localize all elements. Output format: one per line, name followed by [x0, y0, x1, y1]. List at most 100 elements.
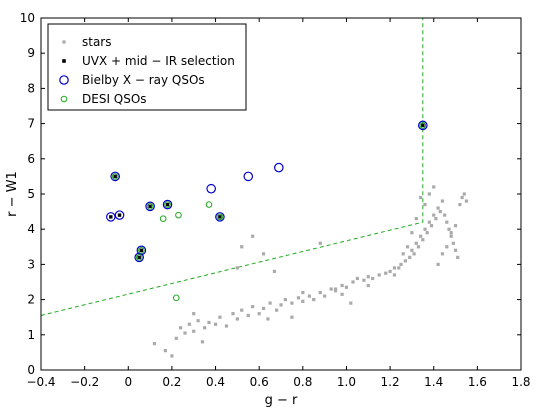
star-point	[183, 331, 186, 334]
x-tick-label: 1.2	[381, 375, 400, 389]
star-point	[196, 319, 199, 322]
star-point	[419, 196, 422, 199]
star-point	[458, 203, 461, 206]
star-point	[262, 307, 265, 310]
star-point	[434, 217, 437, 220]
star-point	[456, 256, 459, 259]
star-point	[460, 196, 463, 199]
star-point	[164, 349, 167, 352]
star-point	[432, 214, 435, 217]
legend-uvx-marker	[62, 59, 66, 63]
star-point	[445, 245, 448, 248]
star-point	[319, 291, 322, 294]
star-point	[240, 309, 243, 312]
star-point	[450, 235, 453, 238]
star-point	[279, 303, 282, 306]
star-point	[367, 284, 370, 287]
star-point	[251, 305, 254, 308]
y-tick-label: 7	[27, 117, 35, 131]
y-tick-label: 1	[27, 328, 35, 342]
y-tick-label: 5	[27, 187, 35, 201]
star-point	[231, 312, 234, 315]
star-point	[432, 185, 435, 188]
star-point	[203, 326, 206, 329]
star-point	[170, 354, 173, 357]
x-tick-label: −0.4	[26, 375, 55, 389]
legend: stars UVX + mid − IR selection Bielby X − …	[48, 24, 246, 110]
y-tick-label: 3	[27, 257, 35, 271]
star-point	[439, 210, 442, 213]
star-point	[419, 235, 422, 238]
star-point	[445, 221, 448, 224]
star-point	[175, 337, 178, 340]
star-point	[273, 270, 276, 273]
y-axis-label: r − W1	[5, 171, 20, 217]
star-point	[312, 298, 315, 301]
star-point	[179, 326, 182, 329]
x-tick-label: 0.2	[162, 375, 181, 389]
legend-label-desi: DESI QSOs	[82, 92, 147, 106]
star-point	[426, 231, 429, 234]
star-point	[450, 231, 453, 234]
star-point	[454, 249, 457, 252]
legend-label-bielby: Bielby X − ray QSOs	[82, 73, 205, 87]
star-point	[388, 270, 391, 273]
star-point	[201, 340, 204, 343]
star-point	[410, 249, 413, 252]
legend-stars-marker	[62, 40, 65, 43]
star-point	[436, 206, 439, 209]
star-point	[188, 323, 191, 326]
star-point	[268, 302, 271, 305]
y-tick-label: 9	[27, 46, 35, 60]
y-tick-label: 6	[27, 152, 35, 166]
star-point	[192, 312, 195, 315]
x-tick-label: 0.8	[293, 375, 312, 389]
star-point	[362, 279, 365, 282]
star-point	[330, 287, 333, 290]
star-point	[301, 291, 304, 294]
star-point	[447, 228, 450, 231]
star-point	[428, 192, 431, 195]
x-tick-label: 0.6	[250, 375, 269, 389]
star-point	[393, 266, 396, 269]
star-point	[463, 192, 466, 195]
y-tick-label: 10	[20, 11, 35, 25]
uvx-selection-point	[421, 124, 424, 127]
star-point	[258, 312, 261, 315]
star-point	[443, 214, 446, 217]
star-point	[236, 317, 239, 320]
star-point	[319, 242, 322, 245]
star-point	[384, 272, 387, 275]
star-point	[406, 245, 409, 248]
star-point	[430, 224, 433, 227]
star-point	[428, 221, 431, 224]
uvx-selection-point	[109, 215, 112, 218]
uvx-selection-point	[166, 203, 169, 206]
star-point	[340, 284, 343, 287]
star-point	[240, 245, 243, 248]
x-tick-label: 0.4	[206, 375, 225, 389]
x-tick-label: 1.6	[468, 375, 487, 389]
star-point	[441, 199, 444, 202]
star-point	[412, 252, 415, 255]
x-tick-label: 1.8	[511, 375, 530, 389]
star-point	[340, 293, 343, 296]
x-tick-label: −0.2	[70, 375, 99, 389]
star-point	[284, 298, 287, 301]
star-point	[423, 203, 426, 206]
star-point	[408, 256, 411, 259]
star-point	[454, 224, 457, 227]
star-point	[367, 275, 370, 278]
star-point	[410, 231, 413, 234]
star-point	[334, 287, 337, 290]
uvx-selection-point	[113, 175, 116, 178]
star-point	[323, 294, 326, 297]
star-point	[290, 316, 293, 319]
uvx-selection-point	[218, 215, 221, 218]
star-point	[441, 252, 444, 255]
star-point	[214, 323, 217, 326]
star-point	[266, 317, 269, 320]
star-point	[465, 199, 468, 202]
